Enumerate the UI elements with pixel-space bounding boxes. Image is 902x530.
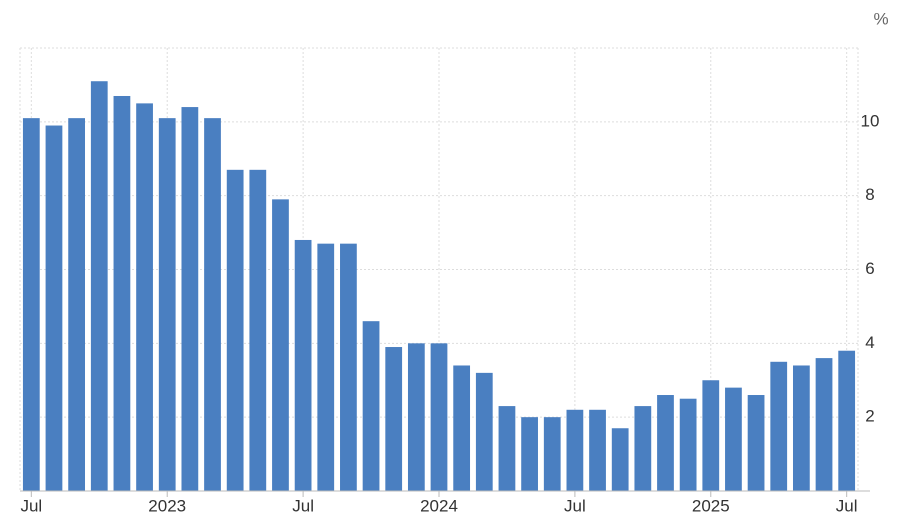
bar — [204, 118, 221, 492]
bar — [68, 118, 86, 492]
bar — [340, 243, 357, 491]
bar — [158, 118, 176, 492]
bar — [747, 395, 765, 491]
y-tick-label: 6 — [865, 259, 874, 278]
unit-label: % — [873, 9, 888, 28]
x-tick-label: Jul — [20, 496, 42, 515]
bar — [407, 343, 425, 491]
bar — [566, 409, 584, 491]
bar — [113, 95, 131, 491]
bar — [634, 406, 652, 491]
bar — [702, 380, 720, 491]
bar — [22, 118, 40, 492]
bar — [792, 365, 810, 491]
bar — [136, 103, 153, 491]
bar — [317, 243, 335, 491]
x-tick-label: 2024 — [420, 496, 458, 515]
x-tick-label: 2025 — [692, 496, 730, 515]
bar — [521, 417, 538, 491]
bar — [362, 321, 380, 491]
bar — [815, 358, 833, 491]
bar — [543, 417, 561, 491]
bar — [272, 199, 289, 491]
x-tick-label: 2023 — [148, 496, 186, 515]
bar — [249, 169, 267, 491]
bar — [725, 387, 742, 491]
bar — [475, 372, 493, 491]
bar — [385, 347, 403, 491]
bar — [453, 365, 471, 491]
y-tick-label: 2 — [865, 407, 874, 426]
y-tick-label: 10 — [861, 111, 880, 130]
bar — [498, 406, 516, 491]
bar — [430, 343, 448, 491]
bar — [226, 169, 244, 491]
y-tick-label: 4 — [865, 333, 874, 352]
bar — [181, 107, 199, 492]
x-tick-label: Jul — [292, 496, 314, 515]
bar — [657, 395, 674, 491]
bar — [770, 361, 788, 491]
bar — [90, 81, 108, 491]
y-tick-label: 8 — [865, 185, 874, 204]
bar — [679, 398, 697, 491]
bar — [611, 428, 629, 491]
bar — [45, 125, 63, 492]
bar — [838, 350, 856, 491]
bar — [294, 239, 312, 491]
bar — [589, 409, 606, 491]
x-tick-label: Jul — [564, 496, 586, 515]
x-tick-label: Jul — [836, 496, 858, 515]
